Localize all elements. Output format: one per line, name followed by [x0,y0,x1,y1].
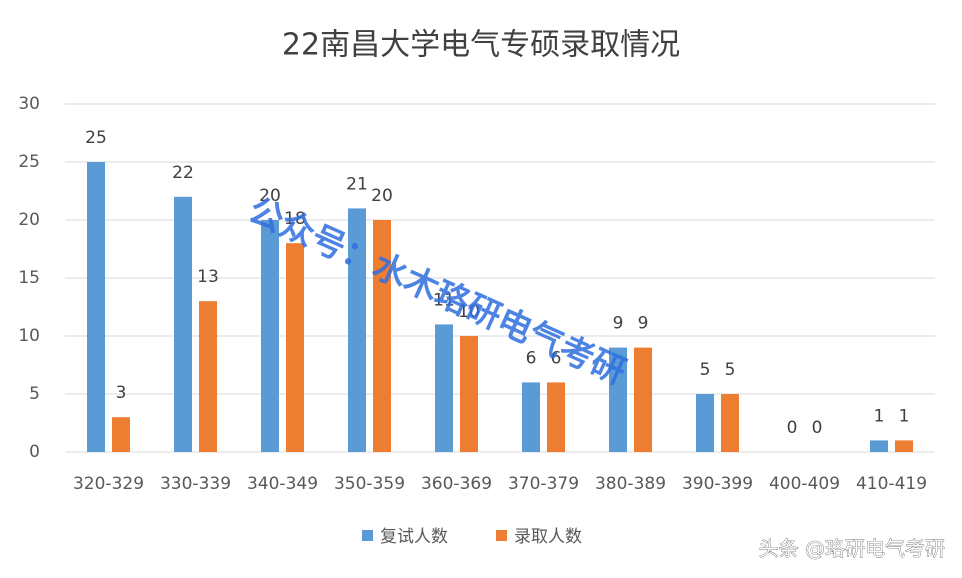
x-tick-label: 370-379 [508,474,579,494]
value-label: 1 [874,406,885,426]
x-tick-label: 400-409 [769,474,840,494]
x-tick-label: 390-399 [682,474,753,494]
x-tick-label: 360-369 [421,474,492,494]
value-label: 13 [197,267,219,287]
value-label: 9 [638,314,649,334]
value-label: 0 [812,418,823,438]
x-tick-label: 410-419 [856,474,927,494]
bar [522,382,540,452]
bar [609,347,627,452]
x-tick-label: 330-339 [160,474,231,494]
footer-credit: 头条 @珞研电气考研 [759,537,945,561]
bar [547,382,565,452]
bar [870,440,888,452]
y-tick-label: 5 [29,384,40,404]
bar [87,162,105,452]
value-label: 21 [346,174,368,194]
x-tick-label: 380-389 [595,474,666,494]
y-tick-label: 20 [18,210,40,230]
bar [895,440,913,452]
value-label: 3 [116,383,127,403]
value-label: 25 [85,128,107,148]
value-label: 5 [700,360,711,380]
bar [460,336,478,452]
value-label: 1 [899,406,910,426]
y-tick-label: 15 [18,268,40,288]
bar [634,347,652,452]
bar [174,196,192,452]
bar [261,220,279,452]
y-tick-label: 25 [18,152,40,172]
x-tick-label: 340-349 [247,474,318,494]
bar [286,243,304,452]
value-label: 6 [526,348,537,368]
value-label: 9 [613,314,624,334]
value-label: 11 [433,290,455,310]
x-tick-label: 350-359 [334,474,405,494]
value-label: 22 [172,163,194,183]
legend-swatch [496,530,507,541]
value-label: 0 [787,418,798,438]
y-tick-label: 30 [18,94,40,114]
legend-label: 录取人数 [514,527,582,547]
bar [435,324,453,452]
bar [348,208,366,452]
value-label: 20 [371,186,393,206]
y-tick-label: 10 [18,326,40,346]
bar [721,394,739,452]
legend-swatch [362,530,373,541]
value-label: 18 [284,209,306,229]
bar [112,417,130,452]
bar [696,394,714,452]
value-label: 10 [458,302,480,322]
y-tick-label: 0 [29,442,40,462]
value-label: 20 [259,186,281,206]
bar [199,301,217,452]
legend-label: 复试人数 [380,527,448,547]
value-label: 5 [725,360,736,380]
value-label: 6 [551,348,562,368]
x-tick-label: 320-329 [73,474,144,494]
chart-title: 22南昌大学电气专硕录取情况 [282,28,680,63]
bar [373,220,391,452]
